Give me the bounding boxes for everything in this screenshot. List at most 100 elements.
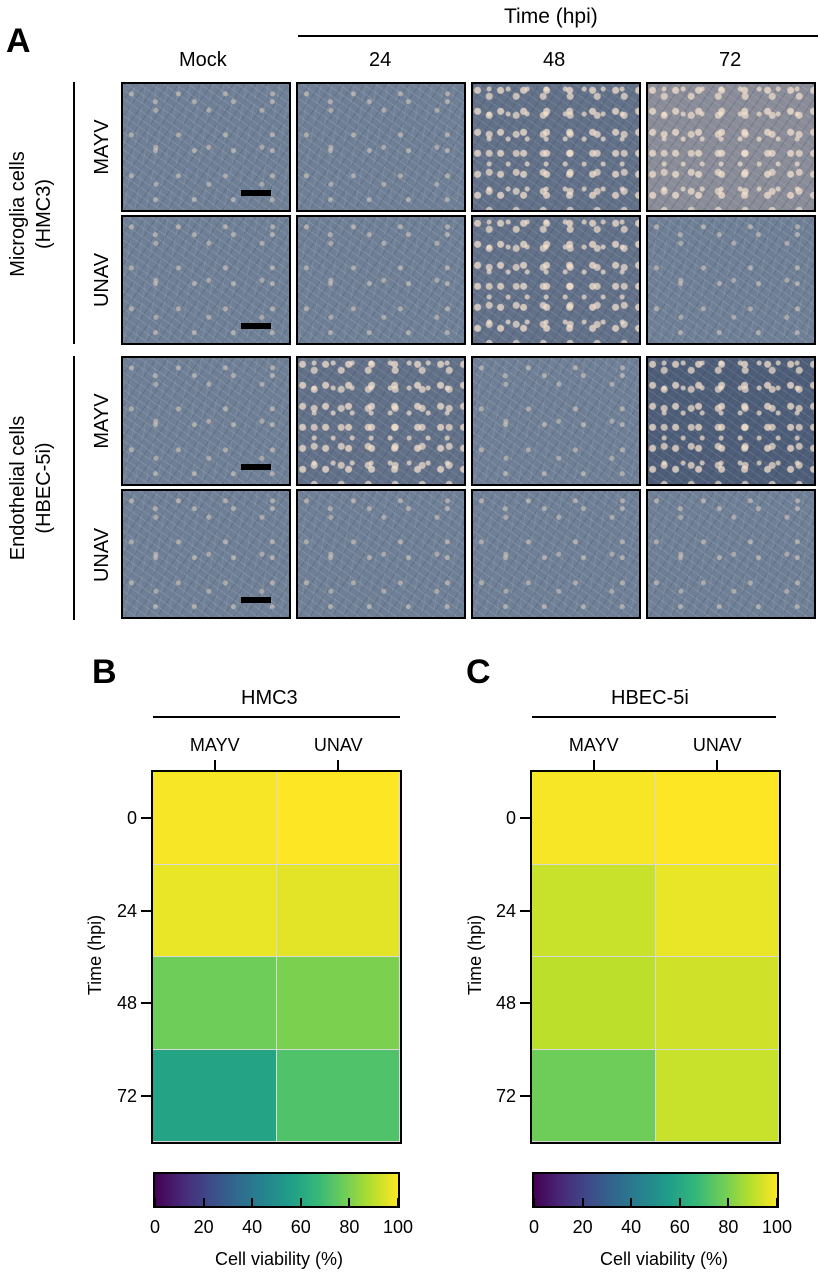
x-tick-mark: [213, 760, 216, 770]
heatmap-cell: [276, 957, 400, 1050]
heatmap-cell: [655, 772, 779, 865]
y-tick-label: 24: [116, 900, 137, 921]
colorbar-tick-mark: [533, 1198, 535, 1206]
colorbar-label: Cell viability (%): [600, 1249, 729, 1269]
y-tick-mark: [141, 1002, 151, 1005]
heatmap-title: HBEC-5i: [611, 687, 689, 709]
colorbar-tick-label: 0: [528, 1217, 540, 1237]
heatmap-cell: [532, 1049, 656, 1142]
heatmap-cell: [276, 772, 400, 865]
heatmap-cell: [532, 864, 656, 957]
heatmap-title: HMC3: [241, 687, 298, 709]
y-tick-mark: [141, 909, 151, 912]
x-tick-mark: [592, 760, 595, 770]
colorbar-tick-mark: [397, 1198, 399, 1206]
micrograph-hbec-mayv-48: [471, 356, 641, 486]
colorbar-tick-mark: [727, 1198, 730, 1206]
group-label-microglia-line1: Microglia cells: [7, 151, 29, 277]
heatmap-cell: [532, 772, 656, 865]
heatmap-cell: [153, 1049, 277, 1142]
x-tick-label: MAYV: [189, 735, 240, 755]
heatmap-cell: [655, 1049, 779, 1142]
y-tick-mark: [520, 1002, 530, 1005]
colorbar-tick-mark: [251, 1198, 254, 1206]
scale-bar: [241, 323, 271, 329]
colorbar-tick-label: 20: [193, 1217, 214, 1237]
colorbar-tick-label: 80: [718, 1217, 739, 1237]
row-label-hmc3-unav: UNAV: [91, 252, 113, 308]
y-tick-label: 24: [495, 900, 516, 921]
group-label-microglia-line2: (HMC3): [33, 179, 55, 249]
column-label-24: 24: [369, 49, 392, 71]
heatmap-cell: [655, 957, 779, 1050]
y-tick-mark: [520, 817, 530, 820]
colorbar-tick-mark: [154, 1198, 156, 1206]
micrograph-hbec-mayv-24: [296, 356, 466, 486]
colorbar-gradient: [532, 1172, 779, 1208]
y-tick-mark: [141, 1094, 151, 1097]
group-label-endothelial-line2: (HBEC-5i): [33, 442, 55, 534]
micrograph-hmc3-mayv-48: [471, 82, 641, 212]
row-label-hmc3-mayv: MAYV: [91, 119, 113, 175]
time-header-line: [298, 35, 818, 37]
micrograph-hmc3-mayv-72: [646, 82, 816, 212]
y-tick-label: 48: [495, 993, 516, 1014]
colorbar-tick-mark: [581, 1198, 584, 1206]
scale-bar: [241, 190, 271, 196]
y-axis-label: Time (hpi): [465, 914, 485, 996]
colorbar-tick-label: 60: [669, 1217, 690, 1237]
y-tick-label: 72: [495, 1085, 516, 1106]
panel-c-letter: C: [466, 653, 491, 691]
heatmap-title-line: [532, 716, 776, 718]
colorbar-tick-label: 60: [290, 1217, 311, 1237]
y-tick-label: 0: [126, 808, 137, 829]
y-tick-mark: [520, 909, 530, 912]
x-tick-label: UNAV: [692, 735, 742, 755]
micrograph-hmc3-unav-72: [646, 215, 816, 345]
micrograph-hbec-mayv-mock: [121, 356, 291, 486]
heatmap-cell: [153, 772, 277, 865]
heatmap-cell: [655, 864, 779, 957]
micrograph-hmc3-mayv-mock: [121, 82, 291, 212]
colorbar-tick-mark: [299, 1198, 302, 1206]
colorbar-gradient: [153, 1172, 400, 1208]
colorbar-tick-label: 100: [761, 1217, 793, 1237]
heatmap-title-line: [153, 716, 400, 718]
colorbar-tick-label: 40: [621, 1217, 642, 1237]
heatmap-cell: [276, 1049, 400, 1142]
panel-b-letter: B: [92, 653, 117, 691]
y-tick-label: 72: [116, 1085, 137, 1106]
heatmap-cell: [153, 957, 277, 1050]
group-label-endothelial-line1: Endothelial cells: [7, 415, 29, 561]
panel-a-letter: A: [6, 22, 31, 60]
heatmap-cell: [532, 957, 656, 1050]
colorbar-tick-mark: [776, 1198, 778, 1206]
x-tick-label: MAYV: [568, 735, 619, 755]
time-header: Time (hpi): [504, 5, 598, 28]
colorbar-tick-mark: [630, 1198, 633, 1206]
x-tick-mark: [716, 760, 719, 770]
group-bracket-endothelial: [73, 356, 75, 620]
micrograph-hmc3-mayv-24: [296, 82, 466, 212]
colorbar-tick-label: 100: [382, 1217, 414, 1237]
colorbar-tick-label: 0: [149, 1217, 161, 1237]
micrograph-hbec-unav-24: [296, 489, 466, 619]
column-label-48: 48: [543, 49, 566, 71]
x-tick-label: UNAV: [313, 735, 363, 755]
row-label-hbec-mayv: MAYV: [91, 393, 113, 449]
row-label-hbec-unav: UNAV: [91, 527, 113, 583]
column-label-mock: Mock: [179, 49, 227, 71]
colorbar-tick-mark: [678, 1198, 681, 1206]
y-tick-label: 48: [116, 993, 137, 1014]
y-tick-mark: [141, 817, 151, 820]
micrograph-hmc3-unav-24: [296, 215, 466, 345]
colorbar-tick-mark: [348, 1198, 351, 1206]
micrograph-hmc3-unav-48: [471, 215, 641, 345]
micrograph-hmc3-unav-mock: [121, 215, 291, 345]
colorbar-tick-label: 80: [339, 1217, 360, 1237]
y-tick-label: 0: [505, 808, 516, 829]
group-bracket-microglia: [73, 82, 75, 344]
micrograph-hbec-unav-72: [646, 489, 816, 619]
y-axis-label: Time (hpi): [85, 914, 105, 996]
micrograph-hbec-unav-48: [471, 489, 641, 619]
